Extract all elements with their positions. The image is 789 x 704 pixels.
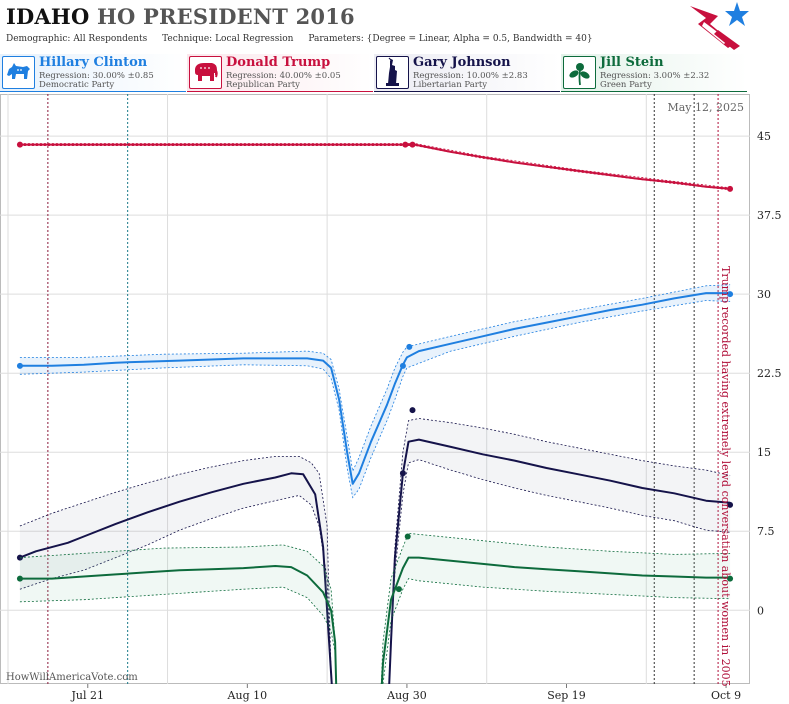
series-line: [19, 556, 731, 684]
watermark: HowWillAmericaVote.com: [6, 672, 138, 683]
candidate-party: Libertarian Party: [413, 80, 488, 90]
candidate-name: Gary Johnson: [413, 55, 511, 70]
parameters-label: Parameters:: [308, 34, 364, 44]
donkey-icon: [2, 56, 35, 89]
x-tick-label: Aug 30: [386, 689, 427, 702]
demographic-value: All Respondents: [73, 34, 148, 44]
data-point: [16, 141, 23, 148]
candidate-name: Hillary Clinton: [39, 55, 148, 70]
candidate-card-trump[interactable]: Donald Trump Regression: 40.00% ±0.05 Re…: [187, 54, 373, 92]
confidence-band: [19, 533, 731, 684]
data-point: [409, 141, 416, 148]
y-tick-label: 37.5: [757, 209, 782, 222]
candidate-name: Jill Stein: [600, 55, 664, 70]
x-tick-label: Oct 9: [711, 689, 741, 702]
candidate-party: Democratic Party: [39, 80, 115, 90]
elephant-icon: [189, 56, 222, 89]
technique-value: Local Regression: [215, 34, 294, 44]
data-point: [399, 470, 406, 477]
data-point: [402, 141, 409, 148]
band-lower-bound: [19, 300, 731, 499]
flower-icon: [563, 56, 596, 89]
y-tick-label: 0: [757, 604, 764, 617]
flag-star-logo-icon: [690, 2, 749, 50]
title-rest: HO PRESIDENT 2016: [96, 4, 355, 29]
candidate-party: Green Party: [600, 80, 652, 90]
data-point: [727, 291, 734, 298]
event-annotation: Trump recorded having extremely lewd con…: [719, 266, 732, 687]
x-tick-label: Sep 19: [547, 689, 586, 702]
plot-series: [16, 141, 734, 684]
plot-frame: [0, 94, 750, 684]
data-point: [727, 575, 734, 582]
candidate-card-stein[interactable]: Jill Stein Regression: 3.00% ±2.32 Green…: [561, 54, 747, 92]
date-stamp: May 12, 2025: [667, 101, 744, 114]
series-line: [19, 438, 731, 684]
y-tick-label: 30: [757, 288, 771, 301]
data-point: [409, 407, 416, 414]
candidate-party: Republican Party: [226, 80, 300, 90]
candidate-legend: Hillary Clinton Regression: 30.00% ±0.85…: [0, 54, 789, 92]
technique-label: Technique:: [162, 34, 213, 44]
data-point: [399, 362, 406, 369]
data-point: [727, 185, 734, 192]
y-tick-label: 45: [757, 130, 771, 143]
y-tick-label: 15: [757, 446, 771, 459]
candidate-regression: Regression: 3.00% ±2.32: [600, 71, 710, 81]
band-lower-bound: [19, 578, 731, 684]
data-point: [727, 501, 734, 508]
state-name: IDAHO: [6, 4, 90, 29]
parameters-value: {Degree = Linear, Alpha = 0.5, Bandwidth…: [366, 34, 593, 44]
header: IDAHO HO PRESIDENT 2016 Demographic: All…: [0, 0, 750, 52]
parameters-line: Demographic: All Respondents Technique: …: [6, 34, 593, 44]
page-title: IDAHO HO PRESIDENT 2016: [6, 4, 355, 29]
x-tick-label: Jul 21: [71, 689, 105, 702]
chart-area: 0 7.5 15 22.5 30 37.5 45 Jul 21 Aug 10 Aug 30 Sep …: [0, 94, 782, 702]
y-tick-label: 7.5: [757, 525, 775, 538]
confidence-band: [19, 284, 731, 498]
candidate-card-johnson[interactable]: Gary Johnson Regression: 10.00% ±2.83 Li…: [374, 54, 560, 92]
site-logo[interactable]: [688, 0, 750, 52]
band-upper-bound: [19, 143, 731, 189]
candidate-name: Donald Trump: [226, 55, 331, 70]
series-line: [19, 143, 731, 190]
statue-of-liberty-icon: [376, 56, 409, 89]
y-tick-label: 22.5: [757, 367, 782, 380]
candidate-card-clinton[interactable]: Hillary Clinton Regression: 30.00% ±0.85…: [0, 54, 186, 92]
candidate-regression: Regression: 30.00% ±0.85: [39, 71, 154, 81]
candidate-regression: Regression: 40.00% ±0.05: [226, 71, 341, 81]
x-tick-label: Aug 10: [227, 689, 268, 702]
data-point: [16, 575, 23, 582]
candidate-regression: Regression: 10.00% ±2.83: [413, 71, 528, 81]
data-point: [395, 586, 402, 593]
demographic-label: Demographic:: [6, 34, 71, 44]
band-upper-bound: [19, 532, 731, 684]
data-point: [16, 362, 23, 369]
confidence-band: [19, 418, 731, 684]
data-point: [406, 343, 413, 350]
series-line: [19, 292, 731, 485]
data-point: [404, 533, 411, 540]
